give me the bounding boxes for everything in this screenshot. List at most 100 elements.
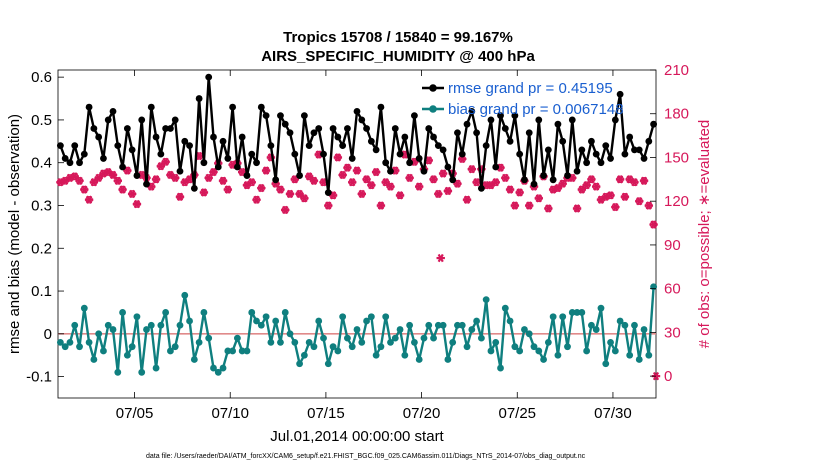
bias-point (310, 343, 318, 351)
obs-evaluated-point (472, 178, 481, 187)
obs-evaluated-point-stroke (277, 185, 284, 194)
obs-evaluated-point-stroke (363, 175, 370, 184)
rmse-point (616, 90, 624, 98)
rmse-point (109, 107, 117, 115)
obs-evaluated-point (285, 189, 295, 199)
obs-evaluated-point-stroke (583, 180, 590, 190)
obs-evaluated-point (587, 175, 596, 184)
obs-evaluated-point (644, 201, 654, 210)
bias-point (344, 334, 351, 342)
obs-evaluated-point-stroke (114, 176, 121, 185)
obs-evaluated-point-stroke (440, 169, 447, 178)
obs-evaluated-point (558, 179, 567, 188)
obs-evaluated-point-stroke (286, 189, 294, 199)
rmse-point (100, 155, 107, 162)
rmse-point (406, 159, 414, 167)
obs-evaluated-point-stroke (349, 178, 356, 187)
bias-point (650, 283, 658, 291)
obs-evaluated-point (395, 191, 405, 200)
obs-evaluated-point (70, 172, 79, 181)
obs-evaluated-point (161, 157, 170, 167)
obs-evaluated-point-stroke (650, 220, 657, 229)
obs-evaluated-point (510, 201, 520, 210)
rmse-point (535, 116, 543, 124)
rmse-point (588, 137, 595, 145)
y-tick-label-left: -0.1 (26, 369, 52, 386)
bias-point (645, 351, 653, 359)
bias-point (152, 364, 160, 372)
obs-evaluated-point (438, 169, 448, 178)
rmse-point (420, 167, 428, 175)
rmse-point (152, 133, 160, 141)
y-tick-label-left: 0.3 (31, 197, 52, 214)
obs-extra-point-stroke (437, 253, 444, 263)
bias-point (468, 326, 476, 333)
bias-point (104, 321, 112, 329)
bias-point (358, 338, 366, 346)
obs-evaluated-point-stroke (574, 204, 581, 213)
rmse-point (540, 172, 547, 179)
rmse-point (95, 133, 103, 141)
rmse-point (157, 150, 165, 158)
rmse-point (167, 125, 174, 132)
obs-evaluated-point-stroke (339, 170, 346, 180)
rmse-point (56, 142, 64, 149)
obs-evaluated-point-stroke (81, 185, 88, 194)
rmse-point (425, 125, 433, 132)
rmse-point (253, 159, 260, 167)
bias-point (320, 334, 327, 342)
obs-evaluated-point-stroke (430, 175, 437, 184)
obs-evaluated-point-stroke (153, 175, 160, 184)
obs-evaluated-point (443, 186, 453, 196)
y-tick-label-right: 210 (664, 62, 689, 79)
rmse-point (61, 155, 69, 162)
obs-evaluated-point (300, 194, 309, 203)
obs-evaluated-point-stroke (382, 178, 389, 187)
rmse-point (602, 142, 610, 149)
bias-point (382, 313, 390, 321)
bias-point (277, 338, 284, 346)
bias-point (253, 317, 260, 325)
rmse-point (66, 159, 74, 167)
bias-point (530, 343, 538, 351)
rmse-point (516, 150, 524, 158)
obs-evaluated-point-stroke (607, 191, 614, 200)
bias-point (430, 334, 437, 342)
rmse-point (430, 133, 437, 141)
rmse-point (315, 125, 323, 132)
obs-evaluated-point (582, 180, 591, 190)
rmse-point (363, 125, 370, 132)
y-tick-label-right: 60 (664, 281, 681, 298)
rmse-point (607, 155, 614, 162)
obs-evaluated-point (649, 220, 658, 229)
obs-evaluated-point-stroke (258, 183, 265, 193)
rmse-point (530, 180, 538, 188)
rmse-point (372, 146, 380, 154)
obs-evaluated-point-stroke (224, 185, 231, 194)
rmse-point (200, 159, 208, 167)
obs-evaluated-point-stroke (502, 173, 509, 183)
obs-evaluated-point-stroke (162, 157, 169, 167)
rmse-point (578, 146, 586, 154)
rmse-point (626, 133, 634, 141)
bias-point (406, 321, 414, 329)
bias-point (66, 338, 74, 346)
rmse-point (387, 167, 394, 175)
bias-point (95, 330, 103, 338)
obs-evaluated-point (237, 167, 247, 177)
obs-evaluated-point-stroke (387, 182, 394, 191)
obs-evaluated-point-stroke (334, 153, 341, 162)
obs-evaluated-point (209, 167, 218, 177)
obs-evaluated-point-stroke (133, 199, 140, 209)
obs-evaluated-point-stroke (71, 172, 78, 181)
rmse-point (358, 116, 366, 124)
bias-point (109, 326, 117, 333)
data-file-footer: data file: /Users/raeder/DAI/ATM_forcXX/… (146, 453, 586, 460)
rmse-point (559, 137, 567, 145)
bias-point (171, 343, 179, 351)
obs-evaluated-point-stroke (90, 178, 97, 187)
obs-evaluated-point-stroke (320, 178, 327, 187)
obs-evaluated-point-stroke (353, 166, 361, 175)
obs-evaluated-point-stroke (95, 173, 102, 183)
obs-evaluated-point (281, 205, 290, 215)
